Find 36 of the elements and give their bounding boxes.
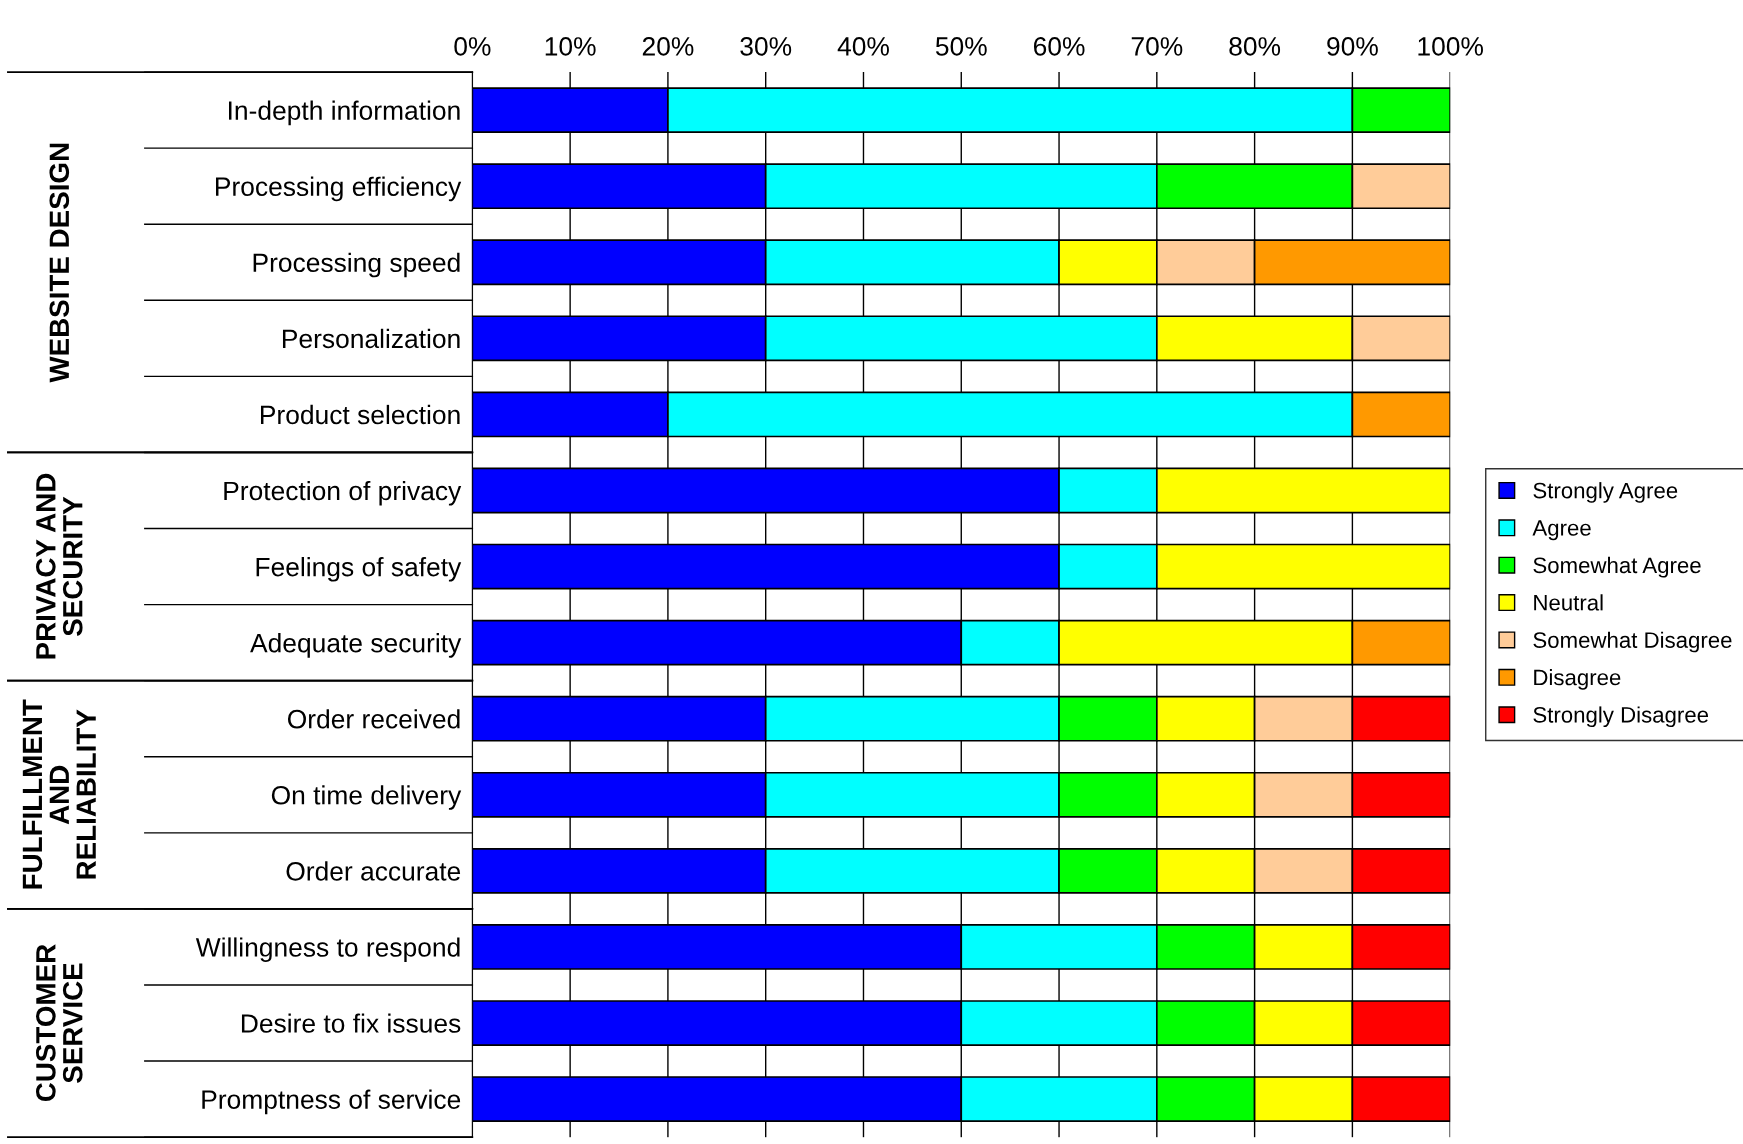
x-tick-label: 90%: [1327, 37, 1378, 56]
y-tick-label: Protection of privacy: [224, 480, 462, 506]
y-tick-label: Willingness to respond: [195, 937, 460, 962]
x-tick-label: 50%: [935, 37, 987, 56]
text: FULFILLMENT AND RELIABILITY: [22, 699, 96, 889]
legend-label: Disagree: [1534, 669, 1621, 690]
x-tick-label: 10%: [545, 37, 596, 56]
text: PRIVACY AND SECURITY: [36, 473, 83, 659]
legend-label: Somewhat Disagree: [1533, 631, 1732, 653]
y-tick-label: Feelings of safety: [256, 557, 462, 582]
x-tick-label: 70%: [1131, 37, 1183, 56]
y-tick-label: Order accurate: [286, 861, 461, 881]
text: WEBSITE DESIGN: [49, 143, 70, 383]
text: CUSTOMER SERVICE: [36, 944, 83, 1102]
x-tick-label: 40%: [837, 37, 889, 56]
legend-label: Strongly Disagree: [1533, 706, 1709, 728]
y-tick-label: Promptness of service: [202, 1089, 461, 1115]
x-tick-label: 0%: [454, 37, 491, 56]
legend-label: Agree: [1532, 520, 1591, 541]
x-tick-label: 20%: [642, 37, 694, 56]
legend-label: Neutral: [1534, 594, 1603, 611]
legend-label: Somewhat Agree: [1533, 556, 1701, 578]
x-tick-label: 80%: [1229, 37, 1281, 56]
y-tick-label: Processing efficiency: [216, 176, 462, 202]
y-tick-label: Personalization: [282, 328, 460, 349]
y-tick-label: Product selection: [260, 404, 460, 425]
x-tick-label: 30%: [740, 37, 792, 56]
y-tick-label: Adequate security: [250, 633, 462, 658]
y-tick-label: In-depth information: [228, 100, 460, 126]
y-tick-label: On time delivery: [271, 785, 462, 810]
y-tick-label: Desire to fix issues: [241, 1013, 461, 1033]
legend-label: Strongly Agree: [1533, 482, 1678, 503]
x-tick-label: 60%: [1033, 37, 1085, 56]
x-tick-label: 100%: [1418, 37, 1483, 56]
y-tick-label: Order received: [287, 709, 460, 729]
y-tick-label: Processing speed: [253, 252, 460, 278]
